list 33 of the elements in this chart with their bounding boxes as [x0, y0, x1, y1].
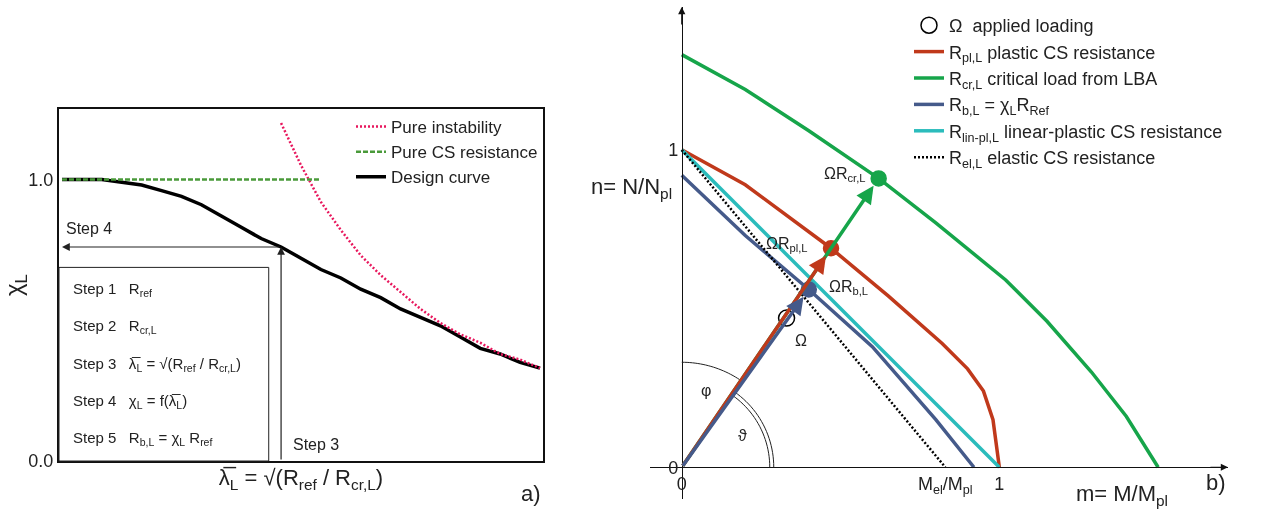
text: a) — [521, 481, 541, 506]
line-series — [279, 121, 542, 370]
legend-label: R$_{el,L}$ elastic CS resistance — [949, 148, 1156, 171]
annotation: Step 1 R$_{ref}$ — [73, 280, 153, 300]
annotation: Step 4 χ$_{L}$ = f(λ̅$_{L}$) — [73, 392, 188, 412]
annotation: ΩR$_{cr,L}$ — [824, 165, 866, 185]
x-tick-label: 1 — [994, 474, 1005, 495]
legend-label: R$_{pl,L}$ plastic CS resistance — [949, 42, 1156, 66]
x-axis-title: m= M/M$_{pl}$ — [1076, 481, 1169, 509]
legend-label: Pure instability — [391, 118, 503, 138]
annotation: φ — [701, 382, 712, 399]
annotation: ΩR$_{b,L}$ — [829, 278, 869, 298]
annotation: Ω — [795, 332, 807, 349]
annotation: Step 4 — [66, 220, 113, 237]
y-axis-title: n= N/N$_{pl}$ — [591, 174, 673, 202]
annotation: Step 3 — [293, 436, 340, 453]
legend-label: Ω applied loading — [949, 16, 1094, 37]
legend-label: R$_{cr,L}$ critical load from LBA — [949, 69, 1158, 92]
legend-label: R$_{lin-pl,L}$ linear-plastic CS resistance — [949, 121, 1223, 145]
legend-label: Pure CS resistance — [391, 143, 538, 163]
legend-label: Design curve — [391, 168, 491, 188]
y-tick-label: 0.0 — [28, 451, 54, 472]
point — [777, 309, 796, 327]
annotation: Step 3 λ̅$_{L}$ = √(R$_{ref}$ / R$_{cr,L}$) — [73, 355, 241, 375]
annotation: Step 5 R$_{b,L}$ = χ$_{L}$ R$_{ref}$ — [73, 429, 213, 449]
annotation: Step 2 R$_{cr,L}$ — [73, 317, 157, 337]
y-tick-label: 1.0 — [28, 169, 54, 190]
annotation: b) — [1206, 470, 1226, 495]
point — [870, 170, 887, 187]
x-tick-label: M$_{el}$/M$_{pl}$ — [918, 474, 973, 497]
annotation: ϑ — [738, 427, 747, 444]
legend-label: R$_{b,L}$ = χ$_{L}$R$_{Ref}$ — [949, 95, 1050, 119]
x-axis-title: λ̅$_{L}$ = √(R$_{ref}$ / R$_{cr,L}$) — [218, 465, 384, 494]
